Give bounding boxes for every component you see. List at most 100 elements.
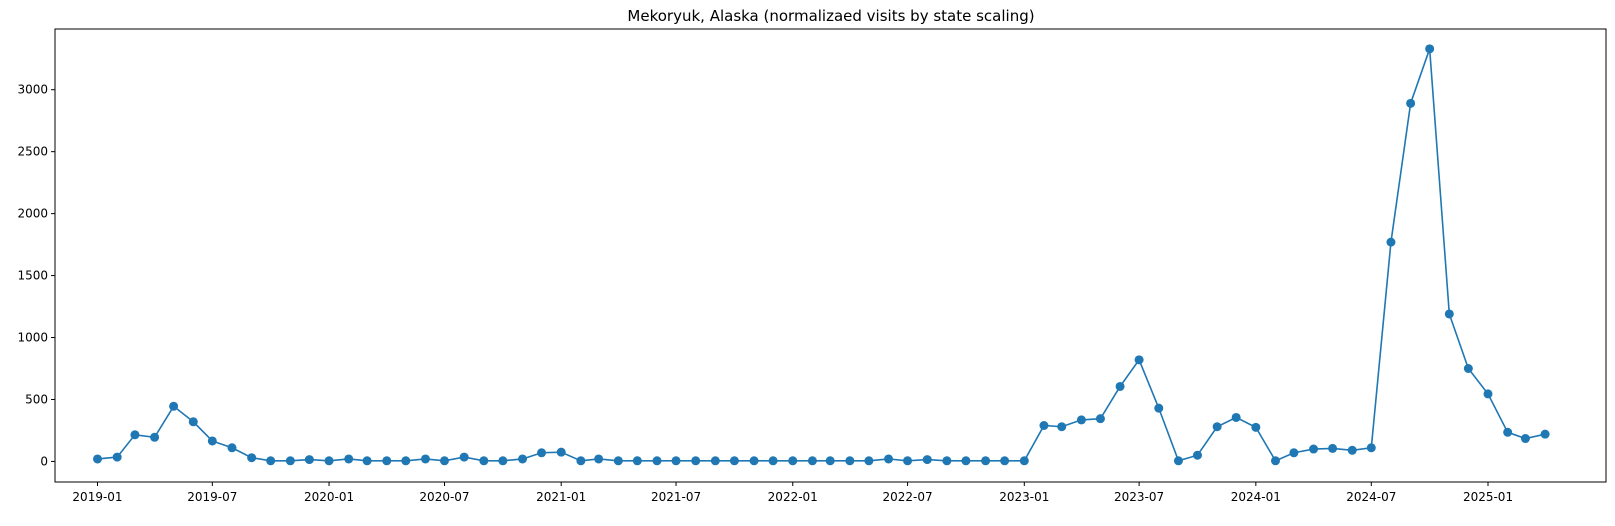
data-point	[1076, 415, 1086, 425]
data-point	[1463, 364, 1473, 373]
x-tick-label: 2020-07	[419, 490, 469, 504]
data-point	[459, 452, 469, 462]
x-tick-label: 2024-01	[1231, 490, 1281, 504]
data-point	[1212, 422, 1222, 432]
data-point	[1483, 389, 1493, 399]
data-point	[729, 456, 739, 466]
plot-frame	[54, 28, 1607, 483]
x-tick-label: 2023-07	[1114, 490, 1164, 504]
data-point	[324, 456, 334, 466]
y-axis: 0 500 1000 1500 2000 2500 3000	[17, 83, 55, 468]
data-point	[188, 417, 198, 427]
y-tick-label: 500	[25, 392, 48, 406]
data-point	[285, 456, 295, 466]
data-point	[1154, 403, 1164, 413]
x-tick-label: 2023-01	[999, 490, 1049, 504]
data-point	[304, 455, 314, 465]
data-point	[150, 432, 160, 442]
data-point	[632, 456, 642, 466]
data-point	[903, 456, 913, 466]
data-point	[362, 456, 372, 466]
data-point	[1503, 427, 1513, 437]
x-tick-label: 2019-07	[187, 490, 237, 504]
x-axis: 2019-01 2019-07 2020-01 2020-07 2021-01 2021-…	[72, 482, 1513, 504]
data-point	[439, 456, 449, 466]
data-point	[788, 456, 798, 466]
data-point	[1289, 448, 1299, 458]
data-point	[498, 456, 508, 466]
data-point	[207, 436, 217, 446]
data-point	[845, 456, 855, 466]
data-point	[1309, 444, 1319, 454]
data-point	[1386, 237, 1396, 247]
x-tick-label: 2021-01	[536, 490, 586, 504]
data-point	[1019, 456, 1029, 466]
data-point	[537, 448, 547, 458]
data-point	[749, 456, 759, 466]
data-point	[864, 456, 874, 466]
data-point	[266, 456, 276, 466]
data-point	[93, 454, 102, 464]
data-point	[1347, 445, 1357, 455]
data-point	[1366, 443, 1376, 453]
x-tick-label: 2021-07	[651, 490, 701, 504]
data-point	[613, 456, 623, 466]
data-point	[344, 454, 354, 464]
data-point	[1520, 434, 1530, 444]
x-tick-label: 2019-01	[72, 490, 122, 504]
y-tick-label: 1500	[17, 269, 48, 283]
data-point	[981, 456, 991, 466]
data-point	[1444, 309, 1454, 319]
data-point	[1057, 422, 1067, 432]
data-point	[420, 454, 430, 464]
data-point	[1173, 456, 1183, 466]
data-point	[1251, 422, 1261, 432]
data-point	[382, 456, 392, 466]
data-point	[1540, 429, 1550, 439]
data-point	[130, 430, 140, 440]
y-tick-label: 0	[40, 454, 48, 468]
data-point	[247, 453, 257, 463]
data-point	[1192, 450, 1202, 460]
data-point	[1134, 355, 1144, 365]
data-point	[1231, 412, 1241, 422]
y-tick-label: 3000	[17, 83, 48, 97]
data-point	[576, 456, 586, 466]
x-tick-label: 2020-01	[304, 490, 354, 504]
series-markers	[93, 44, 1550, 466]
y-tick-label: 2000	[17, 207, 48, 221]
data-point	[942, 456, 952, 466]
data-point	[1000, 456, 1010, 466]
data-point	[1328, 443, 1338, 453]
x-tick-label: 2022-01	[768, 490, 818, 504]
data-point	[1039, 421, 1049, 430]
data-point	[227, 443, 237, 453]
y-tick-label: 2500	[17, 145, 48, 159]
x-tick-label: 2025-01	[1463, 490, 1513, 504]
data-point	[1271, 456, 1280, 466]
data-point	[1425, 44, 1435, 54]
data-point	[884, 454, 894, 464]
data-point	[594, 454, 604, 464]
data-point	[112, 452, 122, 462]
data-point	[961, 456, 971, 466]
data-point	[922, 455, 932, 465]
data-point	[1115, 381, 1125, 391]
x-tick-label: 2022-07	[883, 490, 933, 504]
data-point	[169, 401, 179, 411]
data-point	[807, 456, 817, 466]
data-point	[1095, 414, 1105, 424]
data-point	[401, 456, 411, 466]
data-point	[518, 454, 528, 464]
data-point	[710, 456, 720, 466]
y-tick-label: 1000	[17, 331, 48, 345]
data-point	[768, 456, 778, 466]
data-point	[825, 456, 835, 466]
data-point	[556, 447, 566, 457]
data-point	[652, 456, 662, 466]
data-point	[671, 456, 681, 466]
chart-title: Mekoryuk, Alaska (normalizaed visits by …	[627, 7, 1034, 25]
data-point	[691, 456, 701, 466]
data-point	[1406, 98, 1416, 108]
